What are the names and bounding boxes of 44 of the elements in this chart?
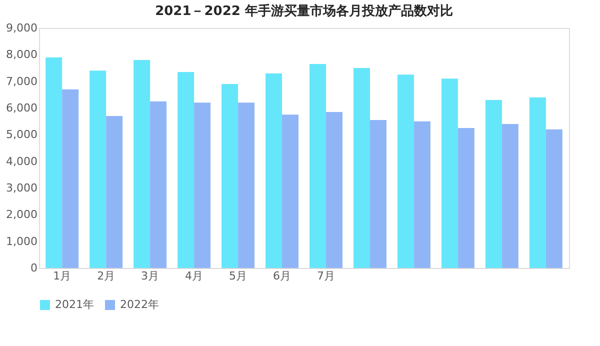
bar — [458, 128, 474, 268]
bar — [441, 78, 458, 268]
y-tick-label: 0 — [30, 262, 38, 274]
legend-label: 2021年 — [55, 298, 94, 311]
bar — [238, 102, 255, 268]
bar — [414, 121, 430, 268]
bar — [310, 64, 326, 268]
x-tick-label: 4月 — [185, 270, 204, 282]
bar — [266, 73, 282, 268]
y-tick-label: 9,000 — [6, 22, 38, 34]
bar — [397, 74, 414, 268]
chart-title: 2021－2022 年手游买量市场各月投放产品数对比 — [155, 3, 453, 19]
y-tick-label: 3,000 — [6, 182, 38, 194]
x-tick-label: 3月 — [141, 270, 160, 282]
x-tick-label: 5月 — [229, 270, 248, 282]
x-tick-label: 2月 — [97, 270, 116, 282]
y-tick-label: 7,000 — [6, 74, 38, 88]
bar — [326, 112, 342, 268]
bar — [529, 97, 546, 268]
y-tick-label: 8,000 — [6, 48, 38, 62]
bar — [62, 89, 79, 268]
bar — [150, 101, 167, 268]
bar — [502, 124, 518, 268]
bar — [46, 57, 62, 268]
bar — [134, 60, 150, 268]
y-tick-label: 2,000 — [6, 208, 38, 222]
bar — [194, 102, 211, 268]
y-tick-label: 1,000 — [6, 234, 38, 248]
bar — [353, 68, 370, 268]
bar — [106, 116, 123, 268]
y-tick-label: 4,000 — [6, 154, 38, 168]
bar — [178, 72, 194, 268]
y-tick-label: 5,000 — [6, 128, 38, 142]
legend-label: 2022年 — [120, 298, 159, 311]
bar — [222, 84, 238, 268]
x-tick-label: 7月 — [316, 270, 335, 282]
bar — [370, 120, 386, 268]
bar — [90, 70, 106, 268]
bar — [546, 129, 562, 268]
bar — [485, 100, 502, 268]
x-tick-label: 1月 — [53, 270, 72, 282]
x-tick-label: 6月 — [273, 270, 292, 282]
bar — [282, 114, 298, 268]
y-tick-label: 6,000 — [6, 102, 38, 114]
